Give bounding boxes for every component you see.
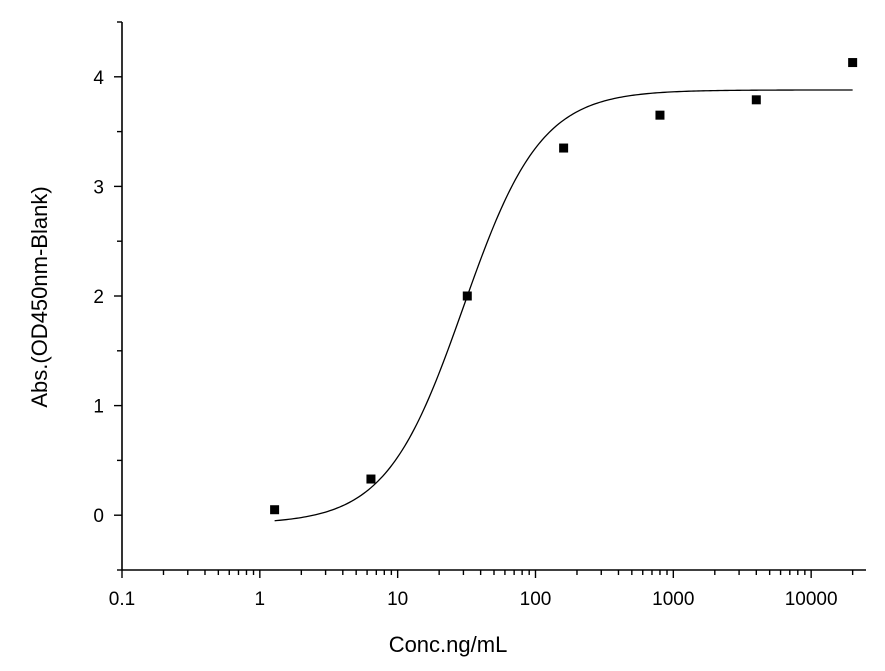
x-tick-label: 0.1 bbox=[109, 589, 135, 610]
x-tick-label: 10000 bbox=[785, 589, 838, 610]
fit-curve-group bbox=[274, 89, 853, 522]
x-tick-label: 100 bbox=[520, 589, 552, 610]
fit-curve bbox=[274, 89, 853, 522]
y-tick-label: 0 bbox=[93, 506, 104, 527]
data-point bbox=[848, 58, 858, 68]
data-point bbox=[366, 474, 376, 484]
data-point bbox=[270, 505, 280, 515]
data-points bbox=[270, 58, 858, 515]
data-point bbox=[559, 143, 569, 153]
data-point bbox=[751, 95, 761, 105]
y-tick-label: 3 bbox=[93, 177, 104, 198]
x-tick-label: 1000 bbox=[652, 589, 694, 610]
x-ticks: 0.1 1 10 100 1000 10000 bbox=[109, 570, 854, 610]
y-tick-label: 2 bbox=[93, 287, 104, 308]
x-axis-title: Conc.ng/mL bbox=[389, 632, 508, 657]
y-tick-label: 4 bbox=[93, 68, 104, 89]
x-tick-label: 1 bbox=[255, 589, 266, 610]
data-point bbox=[655, 110, 665, 120]
y-ticks: 0 1 2 3 4 bbox=[93, 21, 122, 571]
y-tick-label: 1 bbox=[93, 397, 104, 418]
y-axis-title: Abs.(OD450nm-Blank) bbox=[27, 186, 52, 407]
x-tick-label: 10 bbox=[387, 589, 408, 610]
data-point bbox=[462, 291, 472, 301]
